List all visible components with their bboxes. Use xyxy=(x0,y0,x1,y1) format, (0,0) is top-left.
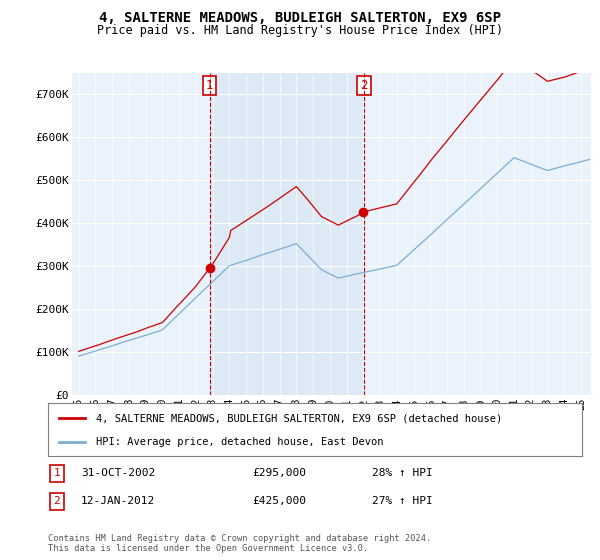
Text: 12-JAN-2012: 12-JAN-2012 xyxy=(81,496,155,506)
Text: HPI: Average price, detached house, East Devon: HPI: Average price, detached house, East… xyxy=(96,436,383,446)
Text: £295,000: £295,000 xyxy=(252,468,306,478)
Text: 28% ↑ HPI: 28% ↑ HPI xyxy=(372,468,433,478)
Text: 1: 1 xyxy=(53,468,61,478)
Text: 1: 1 xyxy=(206,80,214,92)
Text: 31-OCT-2002: 31-OCT-2002 xyxy=(81,468,155,478)
Text: 4, SALTERNE MEADOWS, BUDLEIGH SALTERTON, EX9 6SP: 4, SALTERNE MEADOWS, BUDLEIGH SALTERTON,… xyxy=(99,11,501,25)
Text: 4, SALTERNE MEADOWS, BUDLEIGH SALTERTON, EX9 6SP (detached house): 4, SALTERNE MEADOWS, BUDLEIGH SALTERTON,… xyxy=(96,413,502,423)
Text: Contains HM Land Registry data © Crown copyright and database right 2024.
This d: Contains HM Land Registry data © Crown c… xyxy=(48,534,431,553)
Text: Price paid vs. HM Land Registry's House Price Index (HPI): Price paid vs. HM Land Registry's House … xyxy=(97,24,503,36)
Text: 2: 2 xyxy=(53,496,61,506)
Text: 2: 2 xyxy=(360,80,368,92)
Text: 27% ↑ HPI: 27% ↑ HPI xyxy=(372,496,433,506)
Text: £425,000: £425,000 xyxy=(252,496,306,506)
Bar xyxy=(210,73,364,395)
